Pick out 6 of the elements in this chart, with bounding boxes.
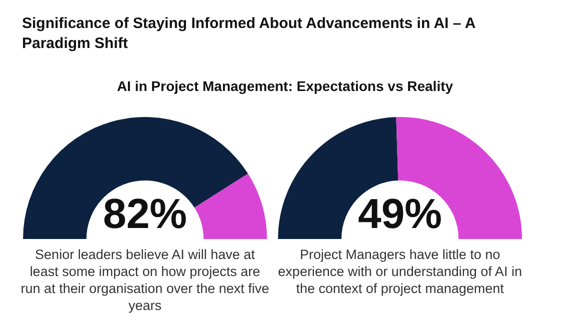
text: Senior leaders believe AI will have at least some impact on how projects are run at their organisation over the next five years [20,246,270,314]
data-label: 82% [102,190,188,238]
text: Project Managers have little to no experience with or understanding of AI in the context of project management [277,246,523,297]
chart-title: Significance of Staying Informed About Advancements in AI – A Paradigm Shift [22,14,476,54]
chart-subtitle: AI in Project Management: Expectations vs Reality [116,78,454,94]
data-label: 49% [356,190,444,238]
